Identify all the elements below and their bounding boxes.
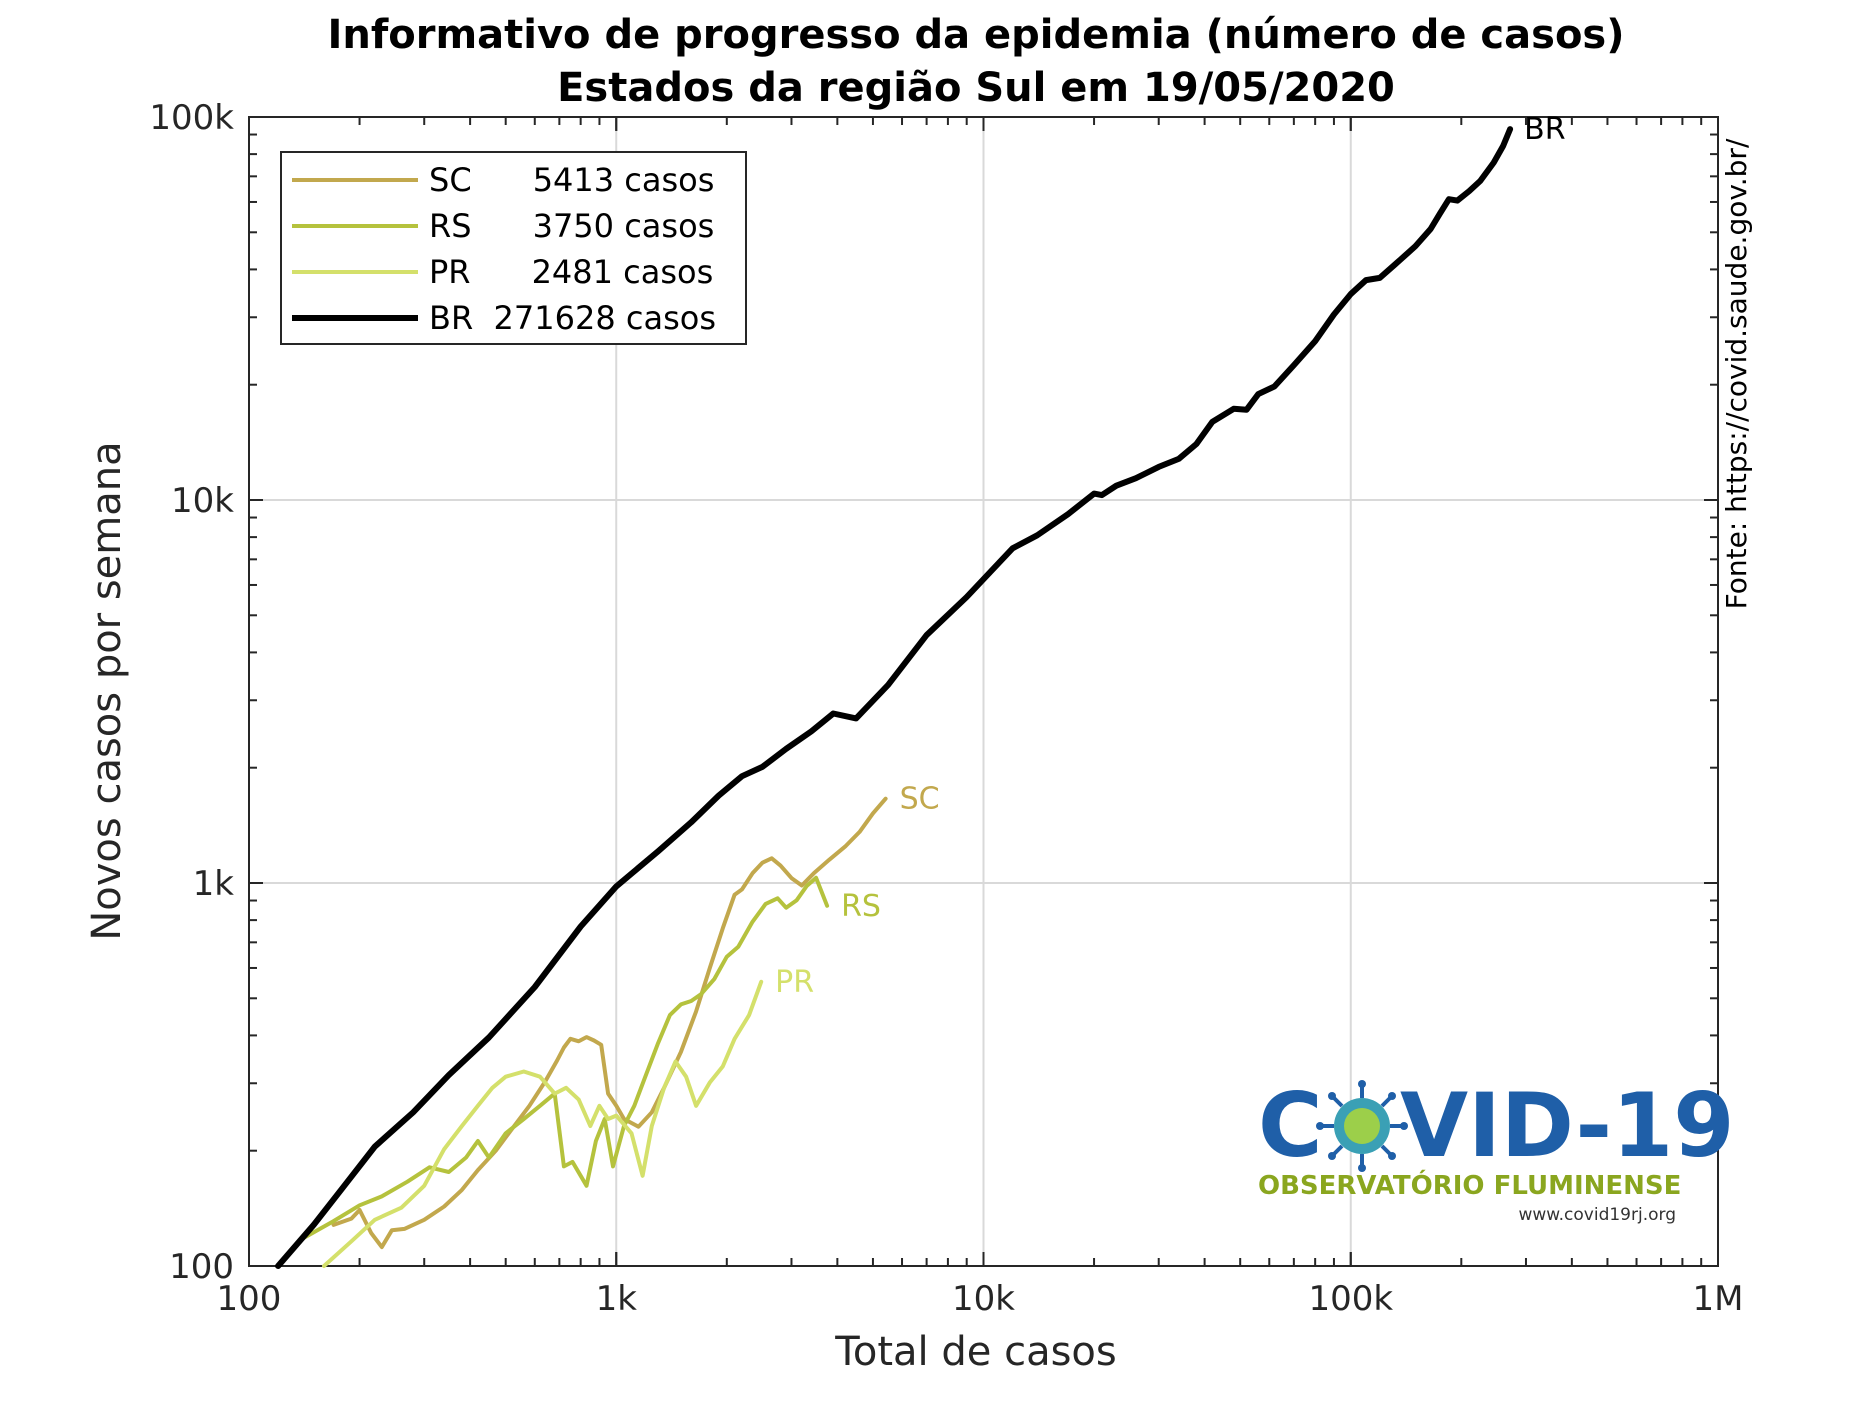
source-annotation: Fonte: https://covid.saude.gov.br/ bbox=[1720, 138, 1753, 609]
y-tick-labels: 100 1k 10k 100k bbox=[149, 98, 234, 1287]
series-end-label-sc: SC bbox=[900, 782, 940, 817]
y-tick-label: 1k bbox=[193, 864, 235, 904]
legend-box bbox=[280, 151, 747, 345]
logo-subtitle: OBSERVATÓRIO FLUMINENSE bbox=[1258, 1169, 1681, 1201]
chart-title: Informativo de progresso da epidemia (nú… bbox=[327, 12, 1624, 58]
y-tick-label: 10k bbox=[171, 481, 234, 521]
x-tick-label: 1M bbox=[1693, 1279, 1744, 1319]
x-axis-label: Total de casos bbox=[834, 1329, 1117, 1375]
legend-label-br: BR 271628 casos bbox=[429, 299, 716, 337]
virus-icon bbox=[1316, 1080, 1408, 1172]
legend-entries: SC 5413 casos RS 3750 casos PR 2481 casos B… bbox=[292, 161, 716, 337]
logo-text-vid19: VID-19 bbox=[1400, 1074, 1735, 1177]
covid19-logo: C bbox=[1258, 1074, 1735, 1225]
series-line-rs bbox=[300, 875, 830, 1241]
series-end-label-rs: RS bbox=[841, 889, 881, 924]
legend: SC 5413 casos RS 3750 casos PR 2481 casos B… bbox=[280, 151, 747, 345]
x-tick-labels: 100 1k 10k 100k 1M bbox=[217, 1279, 1744, 1319]
x-tick-label: 1k bbox=[596, 1279, 638, 1319]
series-line-sc bbox=[331, 796, 888, 1250]
series-line-pr bbox=[322, 979, 764, 1268]
grid-lines bbox=[249, 117, 1718, 1266]
series-group: SC RS PR BR bbox=[275, 112, 1566, 1269]
x-tick-label: 100 bbox=[217, 1279, 282, 1319]
y-tick-label: 100 bbox=[169, 1247, 234, 1287]
series-line-br bbox=[275, 126, 1514, 1269]
plot-frame bbox=[248, 116, 1719, 1267]
x-tick-label: 10k bbox=[952, 1279, 1015, 1319]
logo-letter-c: C bbox=[1258, 1074, 1323, 1177]
logo-url: www.covid19rj.org bbox=[1518, 1205, 1676, 1225]
x-tick-label: 100k bbox=[1308, 1279, 1393, 1319]
legend-label-sc: SC 5413 casos bbox=[429, 161, 714, 199]
y-axis-label: Novos casos por semana bbox=[84, 441, 130, 940]
series-end-label-pr: PR bbox=[775, 965, 814, 1000]
y-tick-label: 100k bbox=[149, 98, 234, 138]
series-end-label-br: BR bbox=[1524, 112, 1565, 147]
legend-label-pr: PR 2481 casos bbox=[429, 253, 713, 291]
legend-label-rs: RS 3750 casos bbox=[429, 207, 714, 245]
chart-subtitle: Estados da região Sul em 19/05/2020 bbox=[557, 65, 1395, 111]
